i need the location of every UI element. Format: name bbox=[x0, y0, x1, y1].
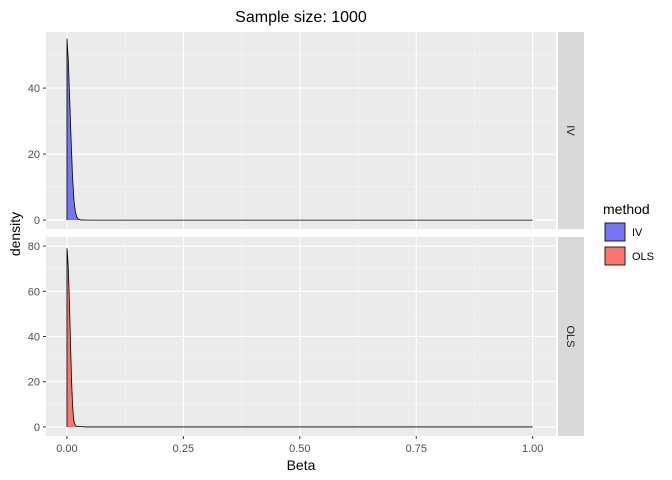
legend-title: method bbox=[603, 201, 650, 217]
x-tick-label: 0.25 bbox=[173, 443, 194, 455]
x-tick-label: 0.00 bbox=[56, 443, 77, 455]
legend-label-ols: OLS bbox=[632, 251, 654, 263]
facet-strip bbox=[558, 32, 584, 229]
y-axis-title: density bbox=[7, 212, 23, 256]
facet-panels: 0 20 40 IV 0 20 40 60 80 OLS bbox=[28, 32, 584, 436]
y-tick-label: 40 bbox=[28, 332, 40, 344]
y-tick-label: 0 bbox=[34, 215, 40, 227]
facet-panel-ols: 0 20 40 60 80 OLS bbox=[28, 237, 584, 436]
panel-background bbox=[46, 32, 556, 229]
y-tick-label: 0 bbox=[34, 422, 40, 434]
density-outline-ols bbox=[66, 248, 533, 428]
density-outline-iv bbox=[66, 38, 533, 221]
legend-key-iv bbox=[604, 222, 626, 242]
x-tick-label: 0.50 bbox=[289, 443, 310, 455]
y-tick-label: 40 bbox=[28, 83, 40, 95]
facet-panel-iv: 0 20 40 IV bbox=[28, 32, 584, 229]
legend: method IV OLS bbox=[603, 201, 654, 266]
x-tick-label: 1.00 bbox=[522, 443, 543, 455]
x-tick-label: 0.75 bbox=[406, 443, 427, 455]
legend-key-ols bbox=[604, 246, 626, 266]
x-axis-title: Beta bbox=[287, 457, 316, 473]
legend-label-iv: IV bbox=[632, 227, 643, 239]
y-tick-label: 80 bbox=[28, 241, 40, 253]
facet-strip bbox=[558, 237, 584, 436]
y-tick-label: 60 bbox=[28, 286, 40, 298]
facet-strip-label: OLS bbox=[564, 325, 576, 347]
chart-title: Sample size: 1000 bbox=[235, 9, 367, 26]
y-tick-label: 20 bbox=[28, 377, 40, 389]
facet-strip-label: IV bbox=[564, 125, 576, 136]
y-tick-label: 20 bbox=[28, 149, 40, 161]
